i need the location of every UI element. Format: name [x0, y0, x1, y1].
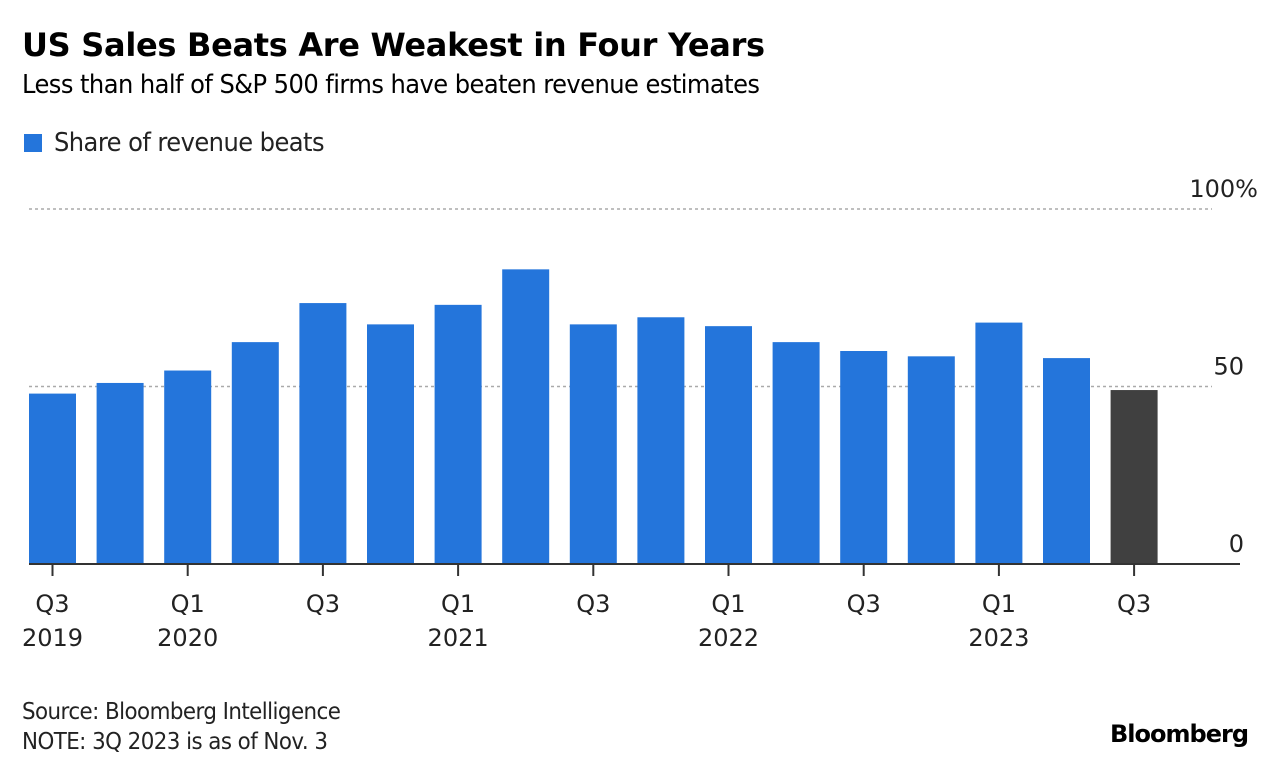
bar [569, 324, 617, 564]
y-axis-labels: 0 50 100% [1189, 175, 1258, 558]
bars [29, 269, 1158, 564]
x-tick-label-quarter: Q1 [711, 590, 745, 618]
legend: Share of revenue beats [24, 128, 344, 158]
x-tick-label-quarter: Q1 [982, 590, 1016, 618]
bar [975, 322, 1023, 564]
chart-subtitle: Less than half of S&P 500 firms have bea… [22, 70, 760, 100]
bar [96, 382, 144, 564]
x-tick-label-quarter: Q3 [576, 590, 610, 618]
bar [367, 324, 414, 564]
bar [502, 269, 550, 564]
chart-title: US Sales Beats Are Weakest in Four Years [22, 26, 765, 64]
x-tick-label-year: 2020 [157, 624, 218, 652]
footer: Source: Bloomberg Intelligence NOTE: 3Q … [22, 697, 341, 757]
legend-label: Share of revenue beats [54, 128, 325, 158]
bar [840, 351, 888, 564]
x-axis-labels: Q3 2019 Q1 2020 Q3 Q1 2021 Q3 Q1 2022 Q3 Q1 2023 Q3 [22, 590, 1151, 652]
x-tick-label-year: 2022 [698, 624, 759, 652]
bar [1110, 390, 1158, 564]
x-tick-label-quarter: Q1 [171, 590, 205, 618]
bar [1043, 358, 1090, 564]
x-tick-label-quarter: Q1 [441, 590, 475, 618]
bar [637, 317, 685, 564]
x-axis [29, 563, 1240, 576]
bar [231, 342, 279, 564]
x-tick-label-quarter: Q3 [35, 590, 69, 618]
bar [434, 304, 482, 564]
y-tick-label: 0 [1229, 530, 1244, 558]
x-tick-label-quarter: Q3 [306, 590, 340, 618]
x-tick-label-year: 2023 [968, 624, 1029, 652]
bar [164, 370, 212, 564]
y-tick-label: 50 [1213, 353, 1244, 381]
bar [907, 356, 955, 564]
x-tick-label-quarter: Q3 [847, 590, 881, 618]
y-tick-label: 100% [1189, 175, 1258, 203]
x-tick-label-year: 2021 [428, 624, 489, 652]
bar [772, 342, 820, 564]
x-tick-label-year: 2019 [22, 624, 83, 652]
data-note: NOTE: 3Q 2023 is as of Nov. 3 [22, 729, 328, 755]
legend-swatch [24, 134, 42, 152]
bar [705, 326, 752, 564]
bar [29, 393, 76, 564]
bar [299, 303, 347, 564]
x-tick-label-quarter: Q3 [1117, 590, 1151, 618]
gridlines [29, 208, 1212, 388]
source-note: Source: Bloomberg Intelligence [22, 699, 341, 725]
bloomberg-logo: Bloomberg [1110, 720, 1249, 748]
